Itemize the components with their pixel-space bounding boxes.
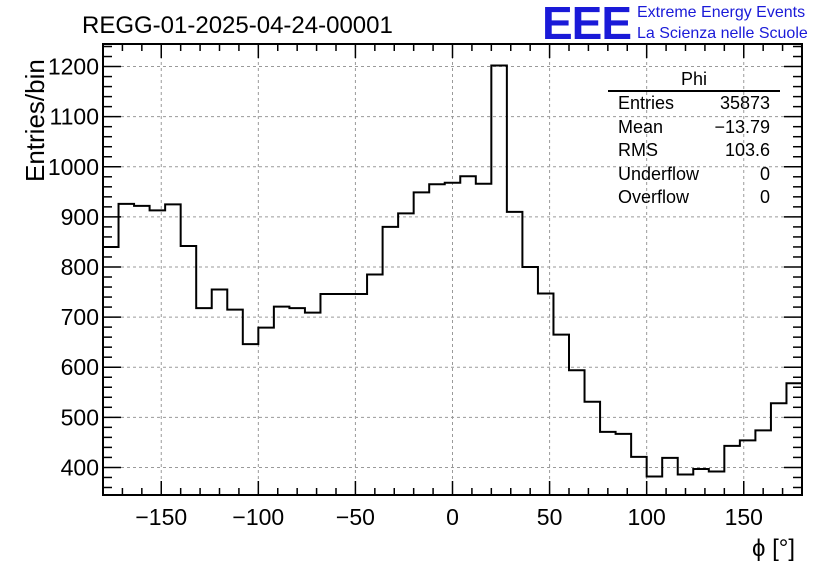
stats-key: Overflow [618,187,690,207]
logo-subtitle-line2: La Scienza nelle Scuole [637,25,808,42]
y-tick-label: 1200 [48,54,99,80]
y-tick-label: 900 [61,204,99,230]
stats-row-rms: RMS 103.6 [608,139,780,163]
x-tick-label: −150 [135,504,187,530]
x-tick-label: 100 [627,504,665,530]
stats-box: Phi Entries 35873 Mean −13.79 RMS 103.6 … [608,68,780,210]
stats-row-mean: Mean −13.79 [608,116,780,140]
logo-subtitle-line1: Extreme Energy Events [637,4,806,21]
stats-key: Mean [618,116,664,137]
y-tick-labels: 400 500 600 700 800 900 1000 1100 1200 [48,54,99,481]
y-tick-label: 600 [61,354,99,380]
histogram-series [103,64,803,478]
eee-logo: EEE [542,0,632,49]
stats-key: Underflow [618,163,700,184]
x-tick-labels: −150 −100 −50 0 50 100 150 [135,504,763,530]
stats-value: 0 [759,163,770,184]
stats-value: 103.6 [724,140,770,160]
y-axis-label: Entries/bin [20,59,50,182]
y-tick-label: 1100 [50,104,99,130]
y-tick-label: 400 [61,454,99,480]
x-tick-label: 50 [537,504,563,530]
stats-value: 0 [759,187,770,207]
x-axis-label: ϕ [°] [752,535,796,562]
x-tick-label: −50 [336,504,375,530]
y-tick-label: 1000 [48,154,99,180]
stats-row-underflow: Underflow 0 [608,163,780,187]
stats-value: 35873 [719,93,770,113]
stats-key: Entries [618,93,675,113]
stats-box-title: Phi [608,68,780,92]
x-tick-label: 0 [446,504,459,530]
chart-title: REGG-01-2025-04-24-00001 [82,12,393,39]
axis-ticks [103,44,802,495]
y-tick-label: 700 [61,304,99,330]
y-tick-label: 500 [61,404,99,430]
stats-row-entries: Entries 35873 [608,92,780,116]
x-tick-label: −100 [232,504,284,530]
stats-row-overflow: Overflow 0 [608,186,780,210]
x-tick-label: 150 [725,504,763,530]
grid-lines [103,44,802,495]
y-tick-label: 800 [61,254,99,280]
stats-value: −13.79 [714,116,770,137]
stats-key: RMS [618,140,658,160]
